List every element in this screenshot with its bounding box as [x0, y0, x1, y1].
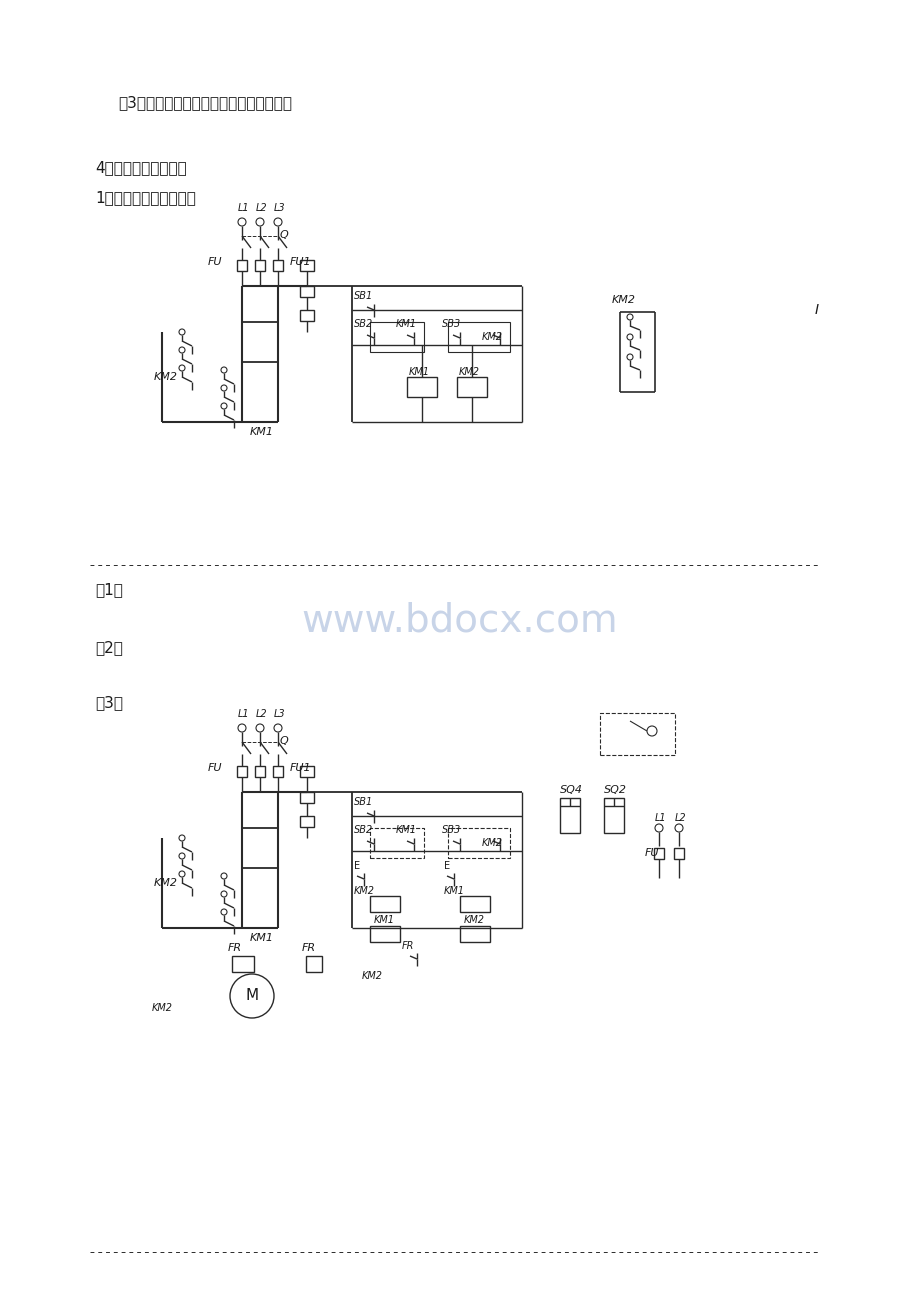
- Text: KM1: KM1: [374, 915, 394, 924]
- Text: KM2: KM2: [153, 878, 177, 888]
- Text: KM2: KM2: [482, 838, 503, 848]
- Bar: [306, 956, 322, 973]
- Text: 1）手动按钮控制电路：: 1）手动按钮控制电路：: [95, 190, 196, 206]
- Text: KM2: KM2: [152, 1003, 173, 1013]
- Text: KM1: KM1: [395, 319, 416, 329]
- Text: KM2: KM2: [482, 332, 503, 342]
- Bar: [255, 260, 265, 271]
- Bar: [369, 828, 424, 858]
- Text: SB2: SB2: [354, 319, 373, 329]
- Text: FR: FR: [402, 941, 414, 950]
- Text: FU1: FU1: [289, 256, 312, 267]
- Text: L3: L3: [274, 203, 285, 214]
- Text: KM2: KM2: [153, 372, 177, 381]
- Text: SQ4: SQ4: [560, 785, 583, 796]
- Text: M: M: [245, 988, 258, 1004]
- Bar: [460, 926, 490, 943]
- Text: KM2: KM2: [463, 915, 484, 924]
- Text: L3: L3: [274, 710, 285, 719]
- Bar: [255, 766, 265, 777]
- Text: KM2: KM2: [354, 885, 375, 896]
- Text: FU: FU: [208, 763, 222, 773]
- Text: KM1: KM1: [444, 885, 464, 896]
- Text: KM2: KM2: [459, 367, 480, 378]
- Text: SB1: SB1: [354, 292, 373, 301]
- Text: FR: FR: [228, 943, 242, 953]
- Text: （1）: （1）: [95, 582, 123, 598]
- Bar: [273, 766, 283, 777]
- Text: L1: L1: [238, 203, 249, 214]
- Text: L2: L2: [675, 812, 686, 823]
- Bar: [674, 848, 683, 859]
- Text: www.bdocx.com: www.bdocx.com: [301, 602, 618, 639]
- Text: KM1: KM1: [250, 427, 274, 437]
- Bar: [237, 766, 246, 777]
- Text: L1: L1: [654, 812, 666, 823]
- Text: FU: FU: [644, 848, 659, 858]
- Text: FR: FR: [301, 943, 316, 953]
- Bar: [300, 310, 313, 322]
- Bar: [237, 260, 246, 271]
- Bar: [300, 260, 313, 271]
- Bar: [460, 896, 490, 911]
- Bar: [457, 378, 486, 397]
- Bar: [300, 792, 313, 803]
- Bar: [300, 766, 313, 777]
- Text: （3）采用时间继电器延时的顺序起停控制: （3）采用时间继电器延时的顺序起停控制: [118, 95, 291, 111]
- Text: SB2: SB2: [354, 825, 373, 835]
- Bar: [604, 798, 623, 833]
- Text: FU: FU: [208, 256, 222, 267]
- Bar: [653, 848, 664, 859]
- Text: FU1: FU1: [289, 763, 312, 773]
- Text: Q: Q: [279, 230, 289, 240]
- Text: L2: L2: [255, 203, 267, 214]
- Text: KM2: KM2: [361, 971, 382, 980]
- Text: SQ2: SQ2: [604, 785, 627, 796]
- Bar: [369, 926, 400, 943]
- Text: L1: L1: [238, 710, 249, 719]
- Text: 4、可逆旋转控制电路: 4、可逆旋转控制电路: [95, 160, 187, 176]
- Bar: [448, 322, 509, 352]
- Text: KM2: KM2: [611, 296, 635, 305]
- Bar: [232, 956, 254, 973]
- Bar: [300, 286, 313, 297]
- Text: Q: Q: [279, 736, 289, 746]
- Text: L2: L2: [255, 710, 267, 719]
- Bar: [560, 798, 579, 833]
- Text: SB1: SB1: [354, 797, 373, 807]
- Text: I: I: [814, 303, 818, 316]
- Text: E: E: [444, 861, 449, 871]
- Bar: [369, 322, 424, 352]
- Text: （3）: （3）: [95, 695, 123, 711]
- Text: E: E: [354, 861, 359, 871]
- Bar: [369, 896, 400, 911]
- Bar: [300, 816, 313, 827]
- Text: SB3: SB3: [441, 319, 460, 329]
- Text: KM1: KM1: [395, 825, 416, 835]
- Text: KM1: KM1: [250, 934, 274, 943]
- Bar: [599, 713, 675, 755]
- Bar: [273, 260, 283, 271]
- Text: KM1: KM1: [409, 367, 429, 378]
- Bar: [448, 828, 509, 858]
- Text: SB3: SB3: [441, 825, 460, 835]
- Bar: [406, 378, 437, 397]
- Text: （2）: （2）: [95, 641, 123, 655]
